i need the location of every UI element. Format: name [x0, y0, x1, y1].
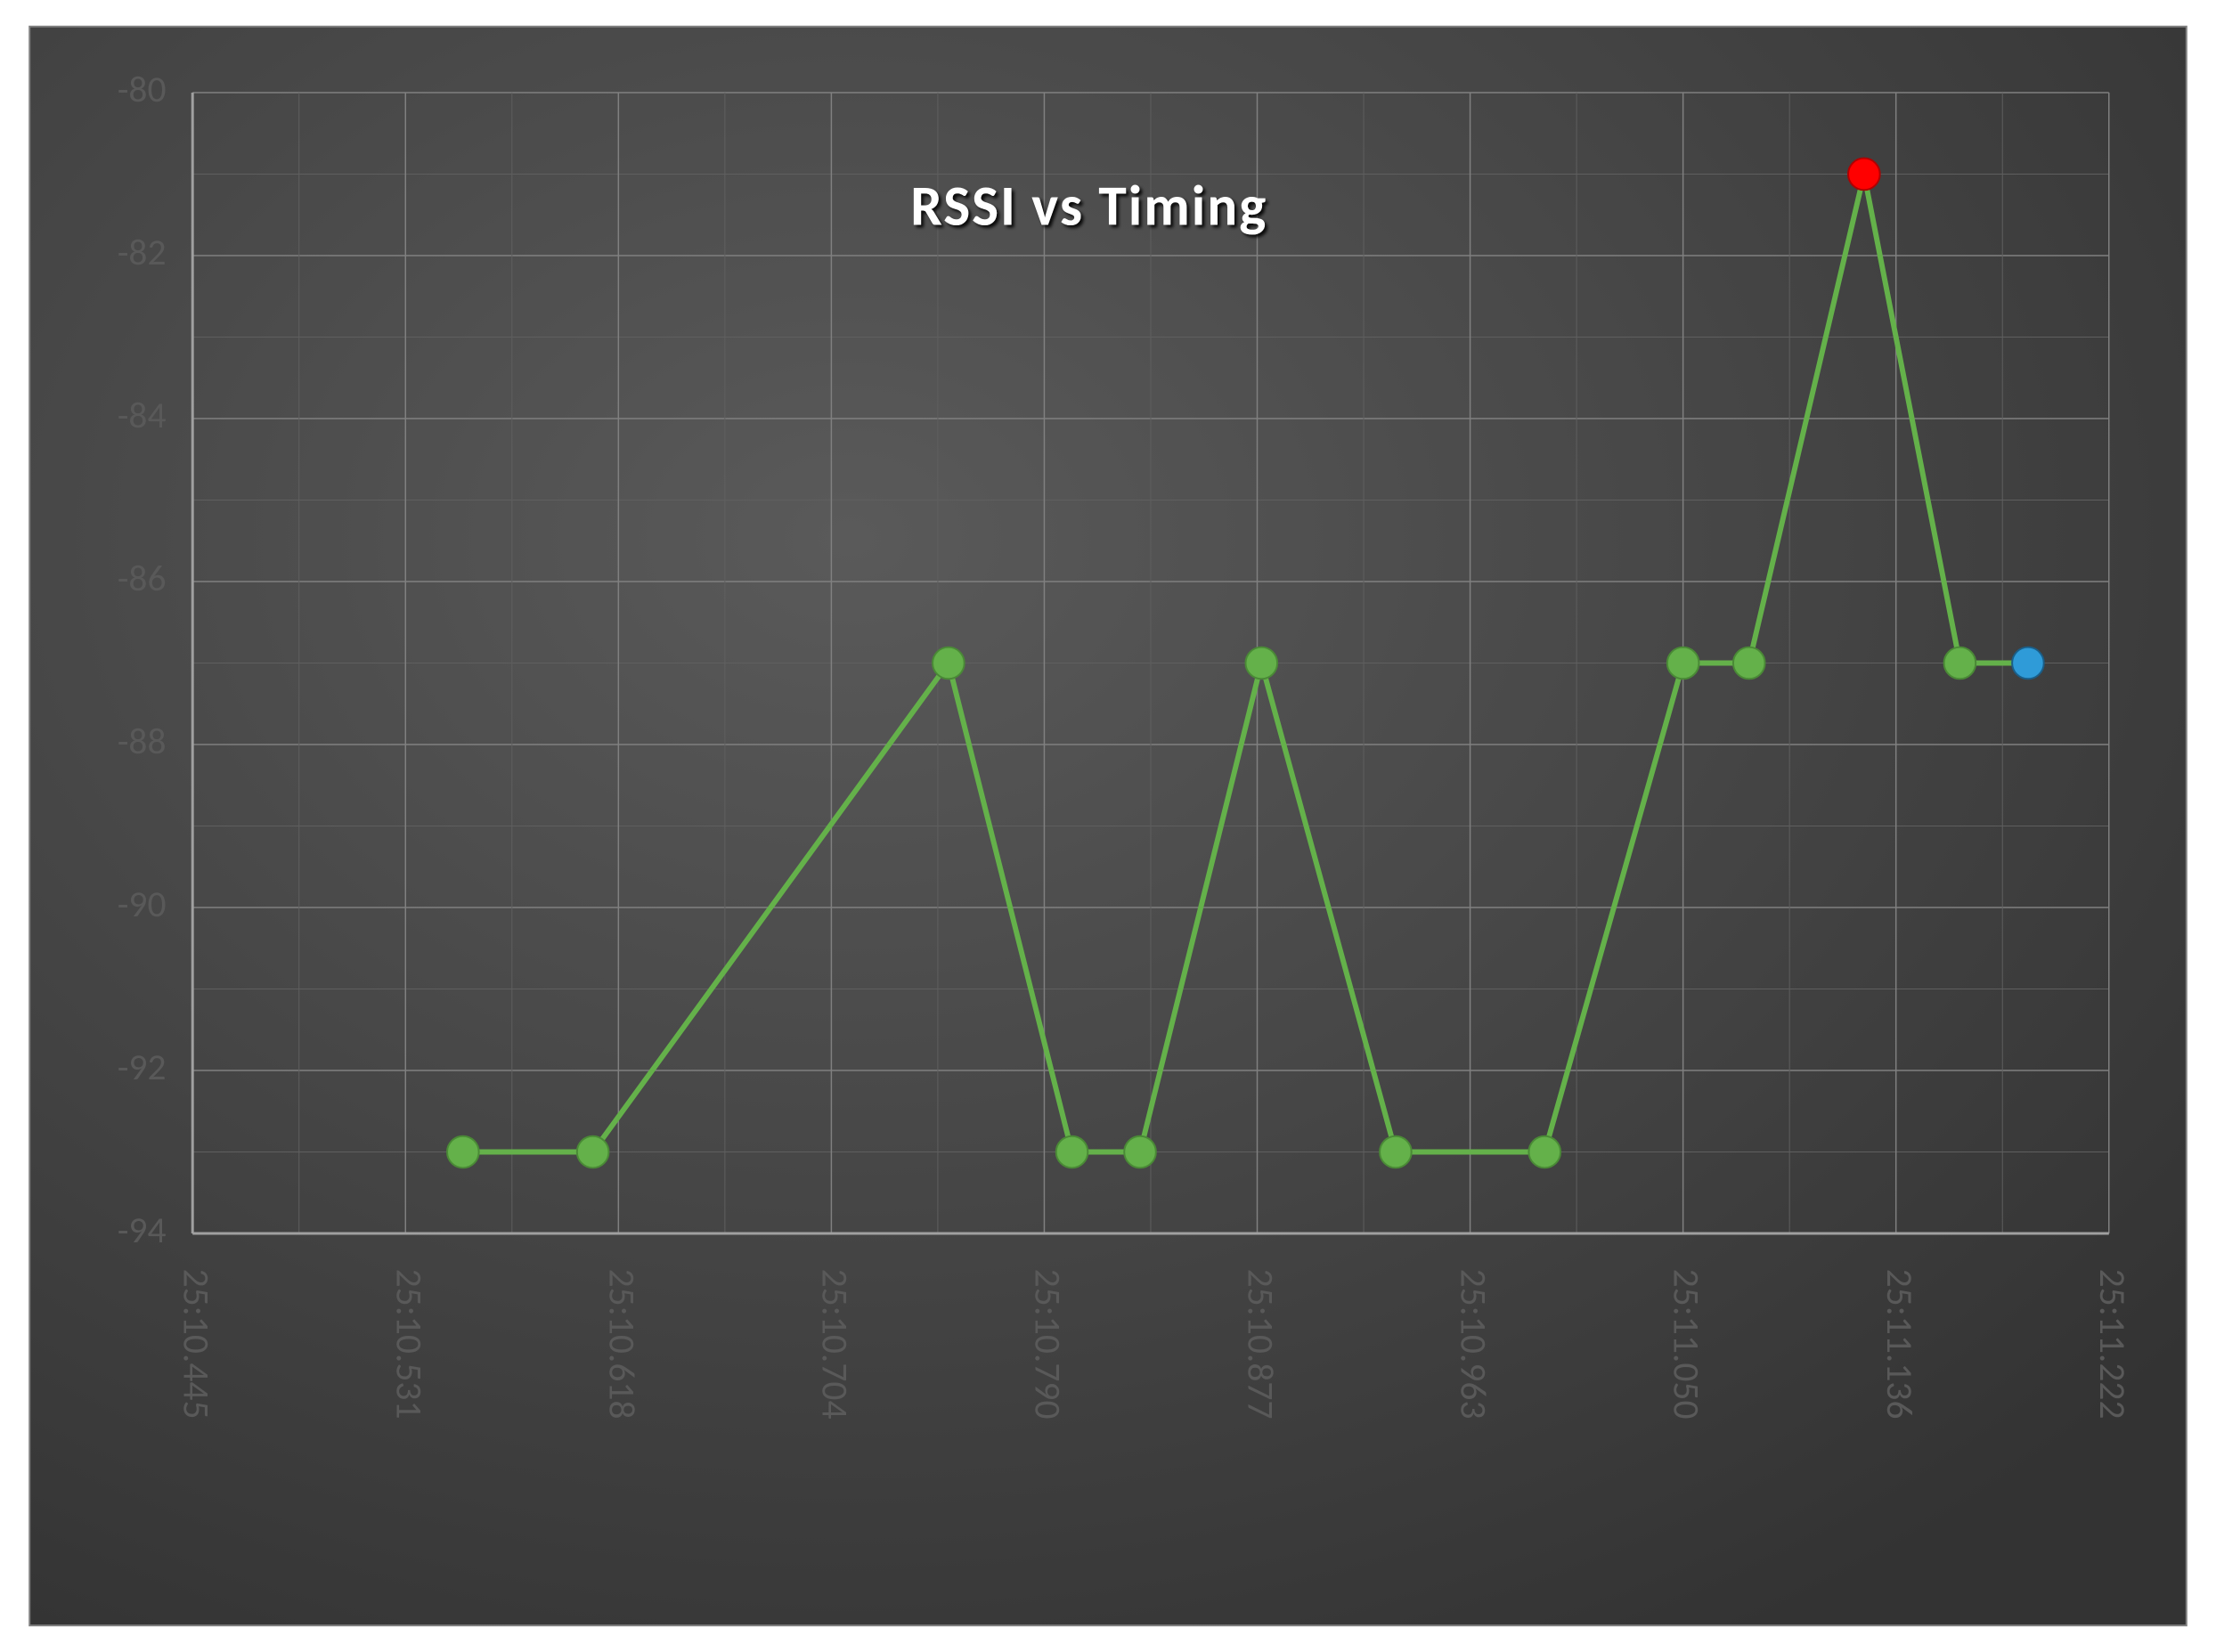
data-point-marker [1245, 647, 1277, 680]
y-tick-label: -84 [118, 393, 167, 438]
y-tick-label: -94 [118, 1208, 167, 1253]
x-tick-label: 25:10.963 [1451, 1269, 1496, 1420]
y-tick-label: -82 [118, 230, 167, 275]
data-point-marker [1056, 1136, 1088, 1168]
x-tick-label: 25:11.050 [1664, 1269, 1709, 1420]
x-tick-label: 25:10.445 [173, 1269, 218, 1420]
x-tick-label: 25:10.877 [1238, 1269, 1283, 1420]
y-tick-label: -86 [118, 556, 167, 601]
data-point-marker [1528, 1136, 1560, 1168]
y-tick-label: -88 [118, 719, 167, 764]
data-point-marker [2012, 647, 2044, 680]
x-tick-label: 25:11.222 [2090, 1269, 2135, 1420]
data-point-marker [447, 1136, 479, 1168]
y-tick-label: -80 [118, 67, 167, 112]
chart-title: RSSI vs Timing [910, 171, 1267, 240]
data-point-marker [933, 647, 965, 680]
x-tick-label: 25:10.704 [811, 1269, 857, 1420]
rssi-timing-chart: -80 -82 -84 -86 -88 -90 -92 -9425:10.445 25:10.5… [9, 9, 2207, 1643]
data-point-marker [1667, 647, 1699, 680]
data-point-marker [1944, 647, 1976, 680]
x-tick-label: 25:10.790 [1025, 1269, 1071, 1420]
x-tick-label: 25:11.136 [1877, 1269, 1922, 1420]
data-point-marker [1380, 1136, 1412, 1168]
data-point-marker [577, 1136, 609, 1168]
x-tick-label: 25:10.531 [386, 1269, 431, 1420]
y-tick-label: -92 [118, 1045, 167, 1090]
data-point-marker [1124, 1136, 1156, 1168]
data-point-marker [1848, 159, 1880, 191]
y-tick-label: -90 [118, 882, 167, 927]
x-tick-label: 25:10.618 [599, 1269, 644, 1420]
data-point-marker [1733, 647, 1765, 680]
chart-container: -80 -82 -84 -86 -88 -90 -92 -9425:10.445 25:10.5… [0, 0, 2216, 1652]
